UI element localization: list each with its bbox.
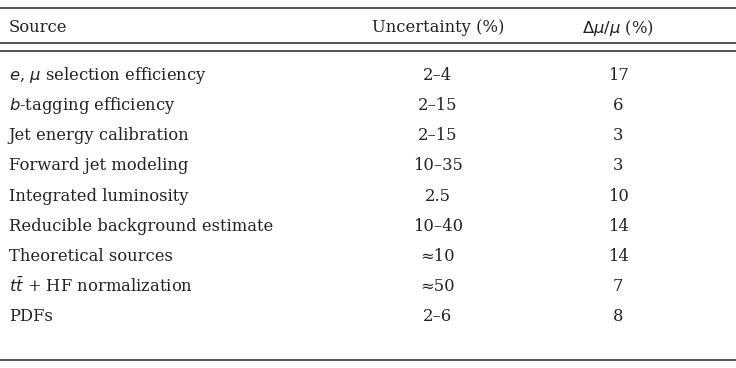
Text: 2–6: 2–6 [423,308,453,325]
Text: Uncertainty (%): Uncertainty (%) [372,19,504,36]
Text: 17: 17 [608,67,629,84]
Text: $t\bar{t}$ + HF normalization: $t\bar{t}$ + HF normalization [9,277,193,296]
Text: 2–4: 2–4 [423,67,453,84]
Text: 14: 14 [608,248,629,265]
Text: 2.5: 2.5 [425,188,451,205]
Text: 10–40: 10–40 [413,218,463,235]
Text: 8: 8 [613,308,623,325]
Text: 2–15: 2–15 [418,97,458,114]
Text: Jet energy calibration: Jet energy calibration [9,127,189,144]
Text: Source: Source [9,19,67,36]
Text: 7: 7 [613,278,623,295]
Text: ≈50: ≈50 [420,278,456,295]
Text: 3: 3 [613,127,623,144]
Text: $e$, $\mu$ selection efficiency: $e$, $\mu$ selection efficiency [9,65,207,86]
Text: $b$-tagging efficiency: $b$-tagging efficiency [9,95,176,116]
Text: 6: 6 [613,97,623,114]
Text: PDFs: PDFs [9,308,53,325]
Text: 14: 14 [608,218,629,235]
Text: 2–15: 2–15 [418,127,458,144]
Text: $\Delta\mu/\mu$ (%): $\Delta\mu/\mu$ (%) [582,18,654,38]
Text: 10: 10 [608,188,629,205]
Text: 10–35: 10–35 [413,158,463,174]
Text: 3: 3 [613,158,623,174]
Text: Forward jet modeling: Forward jet modeling [9,158,188,174]
Text: Reducible background estimate: Reducible background estimate [9,218,273,235]
Text: Integrated luminosity: Integrated luminosity [9,188,188,205]
Text: Theoretical sources: Theoretical sources [9,248,173,265]
Text: ≈10: ≈10 [420,248,456,265]
